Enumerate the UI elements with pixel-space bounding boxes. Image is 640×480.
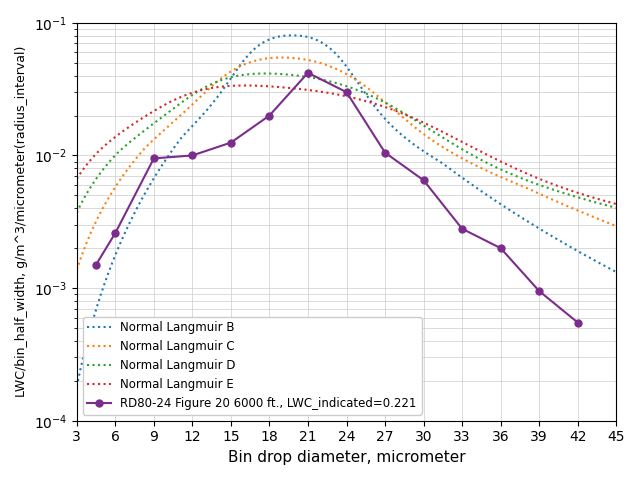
Normal Langmuir E [509, 164, 516, 170]
RD80-24 Figure 20 6000 ft., LWC_indicated=0.221 [304, 70, 312, 76]
Line: Normal Langmuir C: Normal Langmuir C [77, 58, 623, 270]
RD80-24 Figure 20 6000 ft., LWC_indicated=0.221 [420, 178, 428, 183]
Normal Langmuir C [278, 55, 285, 60]
Y-axis label: LWC/bin_half_width, g/m^3/micrometer(radius_interval): LWC/bin_half_width, g/m^3/micrometer(rad… [15, 46, 28, 397]
Normal Langmuir B [619, 273, 627, 278]
Normal Langmuir C [619, 226, 627, 231]
Normal Langmuir C [499, 175, 507, 181]
Normal Langmuir D [73, 210, 81, 216]
Normal Langmuir D [499, 168, 507, 173]
Normal Langmuir D [509, 172, 516, 178]
Line: RD80-24 Figure 20 6000 ft., LWC_indicated=0.221: RD80-24 Figure 20 6000 ft., LWC_indicate… [93, 69, 581, 326]
Normal Langmuir E [499, 160, 507, 166]
Normal Langmuir E [449, 134, 456, 140]
Normal Langmuir E [129, 121, 136, 127]
RD80-24 Figure 20 6000 ft., LWC_indicated=0.221 [381, 150, 389, 156]
Normal Langmuir C [314, 60, 321, 65]
Normal Langmuir C [73, 267, 81, 273]
RD80-24 Figure 20 6000 ft., LWC_indicated=0.221 [535, 288, 543, 294]
Normal Langmuir B [129, 214, 136, 220]
Normal Langmuir D [314, 76, 321, 82]
Normal Langmuir B [499, 203, 507, 209]
Normal Langmuir E [294, 86, 302, 92]
RD80-24 Figure 20 6000 ft., LWC_indicated=0.221 [111, 230, 119, 236]
Line: Normal Langmuir B: Normal Langmuir B [77, 36, 623, 386]
Normal Langmuir D [294, 73, 302, 79]
RD80-24 Figure 20 6000 ft., LWC_indicated=0.221 [497, 245, 504, 251]
Normal Langmuir E [314, 88, 321, 94]
RD80-24 Figure 20 6000 ft., LWC_indicated=0.221 [266, 113, 273, 119]
RD80-24 Figure 20 6000 ft., LWC_indicated=0.221 [150, 156, 157, 161]
Normal Langmuir E [241, 83, 249, 88]
Line: Normal Langmuir E: Normal Langmuir E [77, 85, 623, 206]
Normal Langmuir B [509, 209, 516, 215]
Normal Langmuir B [73, 384, 81, 389]
Normal Langmuir B [314, 37, 321, 43]
Normal Langmuir E [73, 176, 81, 182]
RD80-24 Figure 20 6000 ft., LWC_indicated=0.221 [458, 226, 466, 232]
Normal Langmuir D [619, 206, 627, 212]
X-axis label: Bin drop diameter, micrometer: Bin drop diameter, micrometer [228, 450, 465, 465]
Normal Langmuir D [449, 141, 456, 146]
RD80-24 Figure 20 6000 ft., LWC_indicated=0.221 [227, 140, 235, 145]
Normal Langmuir C [509, 179, 516, 185]
Normal Langmuir B [288, 33, 296, 38]
RD80-24 Figure 20 6000 ft., LWC_indicated=0.221 [92, 262, 100, 268]
Normal Langmuir C [129, 160, 136, 166]
Normal Langmuir C [449, 150, 456, 156]
RD80-24 Figure 20 6000 ft., LWC_indicated=0.221 [342, 89, 350, 95]
Normal Langmuir B [294, 33, 302, 38]
Normal Langmuir C [294, 56, 302, 61]
Normal Langmuir D [262, 71, 269, 76]
RD80-24 Figure 20 6000 ft., LWC_indicated=0.221 [574, 320, 582, 325]
Line: Normal Langmuir D: Normal Langmuir D [77, 73, 623, 213]
Legend: Normal Langmuir B, Normal Langmuir C, Normal Langmuir D, Normal Langmuir E, RD80: Normal Langmuir B, Normal Langmuir C, No… [83, 317, 422, 415]
Normal Langmuir E [619, 203, 627, 209]
Normal Langmuir D [129, 137, 136, 143]
RD80-24 Figure 20 6000 ft., LWC_indicated=0.221 [189, 153, 196, 158]
Normal Langmuir B [449, 168, 456, 173]
